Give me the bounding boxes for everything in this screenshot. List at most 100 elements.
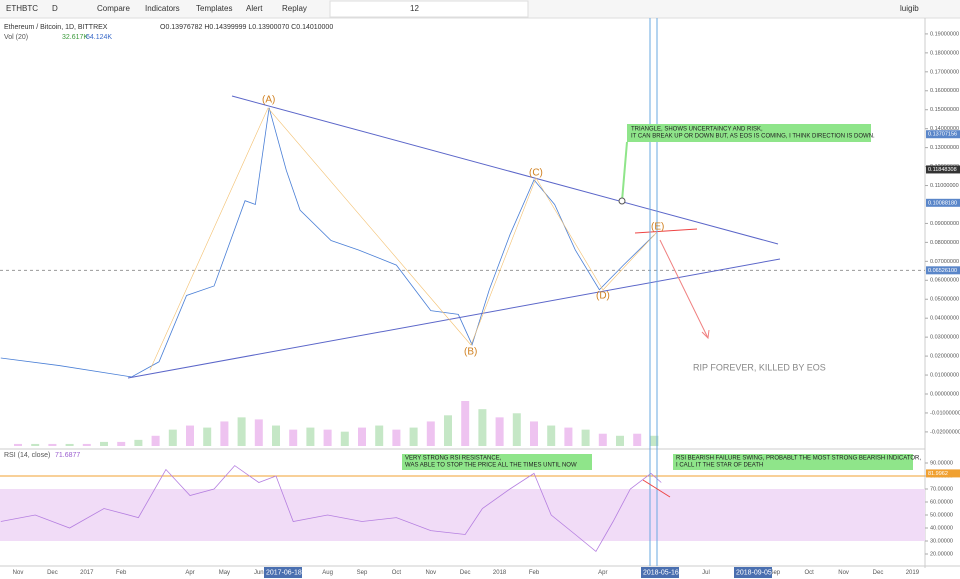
vol-b: 64.124K bbox=[86, 34, 112, 41]
volume-bar bbox=[478, 409, 487, 446]
rsi-tick-label: 60.00000 bbox=[930, 499, 953, 505]
time-label: 2018 bbox=[493, 570, 507, 576]
volume-bar bbox=[358, 427, 366, 446]
wave-b: (B) bbox=[464, 347, 477, 358]
callout-text: RSI BEARISH FAILURE SWING, PROBABLT THE … bbox=[676, 456, 921, 462]
price-tick-label: 0.07000000 bbox=[930, 259, 959, 265]
volume-bar bbox=[168, 429, 177, 446]
rsi-swing-callout bbox=[673, 454, 913, 470]
volume-bar bbox=[633, 433, 642, 446]
price-marker bbox=[926, 165, 960, 174]
templates-button[interactable]: Templates bbox=[196, 4, 232, 13]
volume-bar bbox=[117, 441, 126, 446]
lower-trendline bbox=[127, 258, 781, 379]
time-label: Apr bbox=[598, 570, 607, 576]
rip-text: RIP FOREVER, KILLED BY EOS bbox=[693, 362, 826, 372]
replay-button[interactable]: Replay bbox=[282, 4, 307, 13]
price-tick-label: 0.09000000 bbox=[930, 221, 959, 227]
user[interactable]: luigib bbox=[900, 4, 919, 13]
volume-bar bbox=[461, 401, 470, 446]
triangle-callout bbox=[627, 124, 871, 142]
price-tick-label: -0.01000000 bbox=[930, 410, 960, 416]
volume-bar bbox=[289, 429, 298, 446]
volume-bar bbox=[581, 429, 590, 446]
volume-bar bbox=[409, 427, 418, 446]
time-label: 2019 bbox=[906, 570, 920, 576]
price-marker-label: 0.06526100 bbox=[928, 268, 957, 274]
callout-anchor bbox=[618, 197, 626, 205]
time-label: Oct bbox=[805, 570, 815, 576]
plot: 0.19000000 0.18000000 0.17000000 0.16000000… bbox=[0, 31, 960, 576]
callout-text: TRIANGLE, SHOWS UNCERTAINCY AND RISK, bbox=[631, 127, 763, 133]
vol-name: Vol (20) bbox=[4, 34, 28, 41]
rsi-tick-label: 30.00000 bbox=[930, 538, 953, 544]
time-label: Jun bbox=[254, 570, 264, 576]
volume-bar bbox=[598, 433, 607, 446]
price-tick-label: 0.11000000 bbox=[930, 183, 959, 189]
interval[interactable]: D bbox=[52, 4, 58, 13]
compare-button[interactable]: Compare bbox=[97, 4, 130, 13]
rsi-resistance-callout bbox=[402, 454, 592, 470]
indicators-button[interactable]: Indicators bbox=[145, 4, 180, 13]
time-label: Feb bbox=[529, 570, 540, 576]
rsi-red-line bbox=[642, 479, 671, 498]
rsi-tick-label: 20.00000 bbox=[930, 551, 953, 557]
time-label: Dec bbox=[47, 570, 58, 576]
alert-button[interactable]: Alert bbox=[246, 4, 263, 13]
volume-bar bbox=[444, 415, 452, 446]
price-tick-label: 0.16000000 bbox=[930, 88, 959, 94]
time-label: Feb bbox=[116, 570, 127, 576]
price-tick-label: 0.02000000 bbox=[930, 354, 959, 360]
volume-bar bbox=[14, 443, 22, 446]
price-tick-label: 0.03000000 bbox=[930, 335, 959, 341]
rsi-tick-label: 40.00000 bbox=[930, 525, 953, 531]
time-label: Dec bbox=[873, 570, 884, 576]
price-marker bbox=[926, 130, 960, 139]
price-tick-label: -0.02000000 bbox=[930, 429, 960, 435]
volume-bar bbox=[31, 443, 40, 446]
time-label: Jul bbox=[702, 570, 710, 576]
down-arrow bbox=[659, 239, 709, 339]
rsi-name: RSI (14, close) bbox=[4, 452, 50, 459]
date-box bbox=[734, 567, 772, 578]
legend-ohlc: O0.13976782 H0.14399999 L0.13900070 C0.1… bbox=[160, 24, 333, 31]
date-box-text: 2017-06-18 bbox=[266, 569, 302, 576]
wave-d: (D) bbox=[596, 291, 610, 302]
price-tick-label: 0.14000000 bbox=[930, 126, 959, 132]
volume-bar bbox=[650, 435, 659, 446]
volume-bar bbox=[48, 443, 57, 446]
time-label: Sep bbox=[357, 570, 368, 576]
price-tick-label: 0.06000000 bbox=[930, 278, 959, 284]
price-line bbox=[0, 107, 655, 378]
rsi-tick-label: 90.00000 bbox=[930, 460, 953, 466]
time-label: Apr bbox=[185, 570, 194, 576]
drawing-toolbar bbox=[329, 0, 529, 18]
volume-bar bbox=[616, 435, 624, 446]
volume-bar bbox=[100, 441, 108, 446]
font-size[interactable]: 12 bbox=[410, 4, 419, 13]
time-label: 2017 bbox=[80, 570, 94, 576]
callout-pointer bbox=[621, 141, 628, 202]
callout-text: IT CAN BREAK UP OR DOWN BUT, AS EOS IS C… bbox=[631, 134, 875, 140]
volume-bar bbox=[323, 429, 332, 446]
vol-a: 32.617K bbox=[62, 34, 88, 41]
price-tick-label: 0.18000000 bbox=[930, 50, 959, 56]
volume-bar bbox=[547, 425, 556, 446]
price-marker-label: 0.11848308 bbox=[928, 167, 957, 173]
wave-a: (A) bbox=[262, 95, 275, 106]
symbol[interactable]: ETHBTC bbox=[6, 4, 38, 13]
price-tick-label: 0.15000000 bbox=[930, 107, 959, 113]
date-box-text: 2018-09-05 bbox=[736, 569, 772, 576]
rsi-marker-label: 81.9962 bbox=[928, 471, 948, 477]
volume-bar bbox=[186, 425, 194, 446]
rsi-tick-label: 50.00000 bbox=[930, 512, 953, 518]
date-box bbox=[641, 567, 679, 578]
time-label: Sep bbox=[769, 570, 780, 576]
upper-trendline bbox=[231, 95, 779, 245]
volume-bar bbox=[495, 417, 504, 446]
price-tick-label: 0.01000000 bbox=[930, 373, 959, 379]
time-label: Aug bbox=[322, 570, 333, 576]
time-label: Nov bbox=[838, 570, 849, 576]
volume-bar bbox=[272, 425, 280, 446]
